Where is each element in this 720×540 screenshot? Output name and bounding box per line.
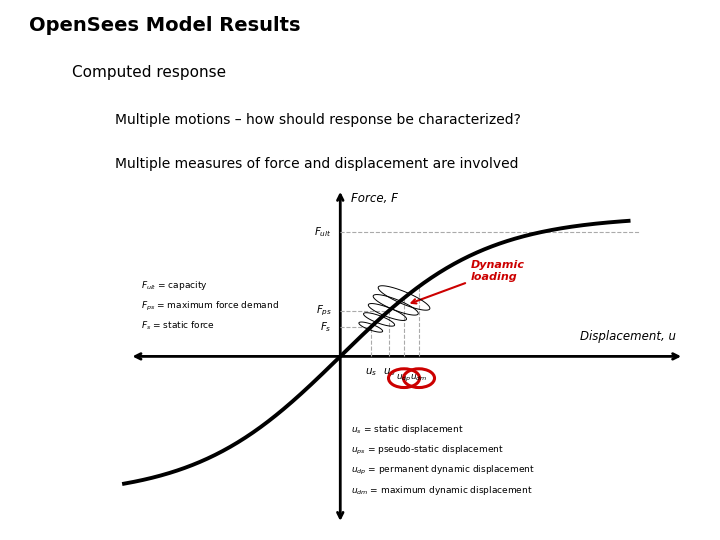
Text: Dynamic
loading: Dynamic loading [412, 260, 525, 303]
Text: Multiple motions – how should response be characterized?: Multiple motions – how should response b… [115, 113, 521, 127]
Text: $u_{ps}$ = pseudo-static displacement: $u_{ps}$ = pseudo-static displacement [351, 443, 504, 456]
Text: Computed response: Computed response [72, 65, 226, 80]
Text: $u_{dp}$: $u_{dp}$ [396, 373, 412, 384]
Text: $u_{dp}$ = permanent dynamic displacement: $u_{dp}$ = permanent dynamic displacemen… [351, 463, 535, 477]
Text: $u_s$: $u_s$ [364, 367, 377, 378]
Text: OpenSees Model Results: OpenSees Model Results [29, 16, 300, 35]
Text: $F_{ult}$ = capacity: $F_{ult}$ = capacity [140, 279, 207, 292]
Text: $u_{dm}$ = maximum dynamic displacement: $u_{dm}$ = maximum dynamic displacement [351, 484, 533, 497]
Text: $F_{ult}$: $F_{ult}$ [315, 225, 332, 239]
Text: Multiple measures of force and displacement are involved: Multiple measures of force and displacem… [115, 157, 518, 171]
Text: $F_s$ = static force: $F_s$ = static force [140, 320, 215, 332]
Text: $F_s$: $F_s$ [320, 320, 332, 334]
Text: Force, F: Force, F [351, 192, 398, 205]
Text: $u_p$: $u_p$ [382, 367, 395, 379]
Text: $F_{ps}$ = maximum force demand: $F_{ps}$ = maximum force demand [140, 300, 279, 313]
Text: $F_{ps}$: $F_{ps}$ [316, 303, 332, 318]
Text: Displacement, u: Displacement, u [580, 330, 675, 343]
Text: $u_s$ = static displacement: $u_s$ = static displacement [351, 423, 464, 436]
Text: $u_{dm}$: $u_{dm}$ [410, 373, 428, 383]
